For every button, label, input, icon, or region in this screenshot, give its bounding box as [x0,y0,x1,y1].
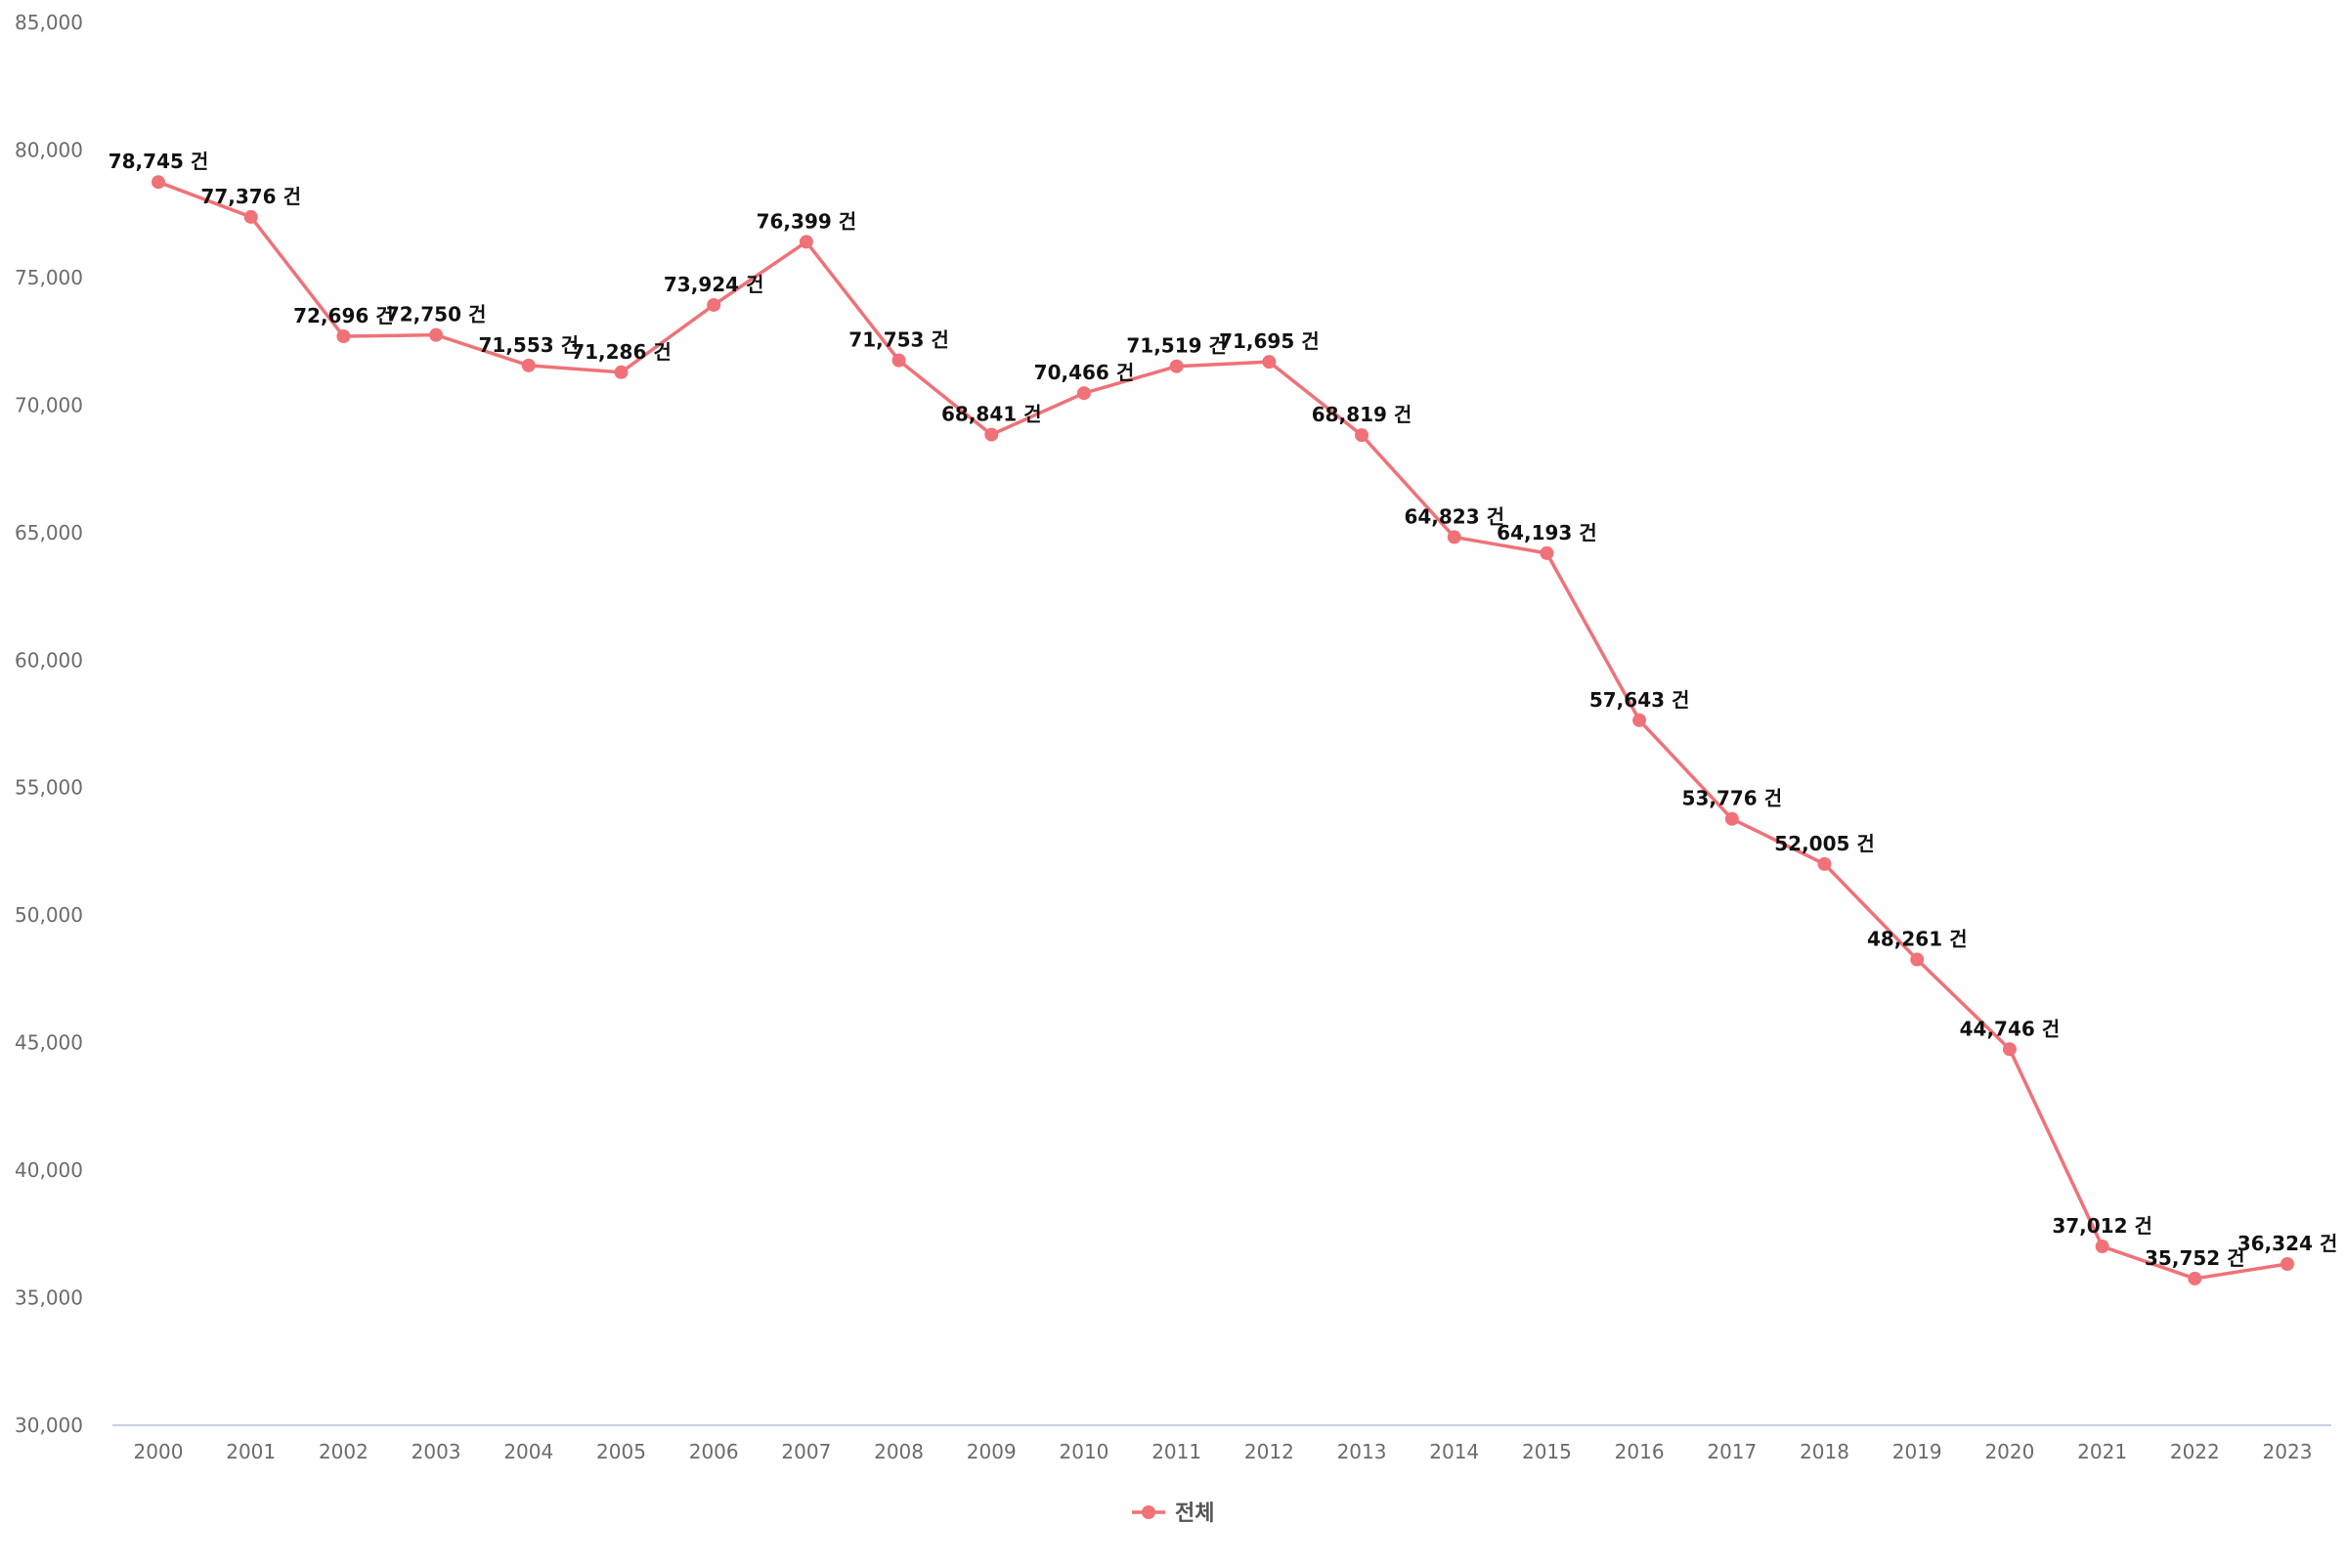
x-tick-label: 2008 [874,1440,924,1463]
data-label: 48,261 건 [1867,928,1968,951]
data-label: 77,376 건 [200,185,301,208]
x-tick-label: 2013 [1337,1440,1387,1463]
x-tick-label: 2001 [226,1440,276,1463]
data-point[interactable] [243,209,258,224]
data-label: 71,519 건 [1126,334,1227,358]
x-tick-label: 2012 [1244,1440,1294,1463]
data-point[interactable] [2002,1042,2017,1057]
data-label: 64,823 건 [1404,504,1504,528]
y-tick-label: 50,000 [15,903,83,927]
data-labels: 78,745 건 77,376 건 72,696 건72,750 건 71,553 건… [109,150,2338,1270]
x-tick-label: 2017 [1707,1440,1757,1463]
data-point[interactable] [429,327,444,342]
x-axis: 2000 2001 2002 2003 2004 2005 2006 2007 2008 2009… [112,1424,2331,1463]
data-point[interactable] [891,353,906,368]
data-label: 71,753 건 [848,328,949,352]
x-tick-label: 2019 [1892,1440,1942,1463]
data-label: 72,696 건 [293,304,394,327]
x-tick-label: 2000 [134,1440,184,1463]
x-tick-label: 2016 [1615,1440,1665,1463]
data-point[interactable] [1262,355,1277,370]
data-label: 52,005 건 [1774,832,1875,855]
data-point[interactable] [1632,713,1647,727]
legend-label: 전체 [1175,1502,1214,1526]
legend-marker-icon [1142,1505,1155,1519]
data-label: 78,745 건 [109,150,209,173]
data-label: 53,776 건 [1682,787,1783,810]
y-tick-label: 60,000 [15,648,83,672]
x-tick-label: 2020 [1984,1440,2034,1463]
x-tick-label: 2003 [412,1440,461,1463]
data-point[interactable] [1355,428,1369,443]
data-label: 73,924 건 [664,273,764,296]
x-tick-label: 2004 [503,1440,553,1463]
data-label: 68,819 건 [1312,403,1412,426]
data-label: 35,752 건 [2145,1246,2245,1270]
data-label: 72,750 건 [386,303,487,327]
data-point[interactable] [1447,530,1461,544]
series-line [156,180,2289,1281]
data-label: 36,324 건 [2237,1232,2338,1255]
data-point[interactable] [1724,811,1739,826]
x-tick-label: 2015 [1522,1440,1572,1463]
y-tick-label: 45,000 [15,1031,83,1055]
data-point[interactable] [2095,1240,2109,1254]
x-tick-label: 2009 [967,1440,1017,1463]
data-label: 44,746 건 [1960,1017,2061,1040]
x-tick-label: 2002 [319,1440,369,1463]
data-point[interactable] [1910,952,1925,967]
data-point[interactable] [336,329,351,344]
y-tick-label: 80,000 [15,138,83,161]
y-tick-label: 55,000 [15,776,83,800]
data-point[interactable] [614,365,629,379]
data-point[interactable] [2281,1257,2294,1272]
x-tick-label: 2010 [1060,1440,1109,1463]
data-label: 71,286 건 [571,340,672,364]
data-label: 57,643 건 [1589,688,1690,712]
data-label: 71,553 건 [479,333,580,357]
data-label: 64,193 건 [1497,521,1597,544]
data-label: 68,841 건 [941,403,1042,426]
data-point[interactable] [1817,856,1832,871]
y-tick-label: 35,000 [15,1286,83,1310]
data-point[interactable] [984,427,999,442]
y-tick-label: 40,000 [15,1158,83,1182]
data-point[interactable] [521,358,536,372]
data-label: 70,466 건 [1034,361,1135,384]
series-layer [152,175,2294,1285]
y-tick-label: 75,000 [15,266,83,289]
data-point[interactable] [2188,1271,2202,1285]
data-point[interactable] [799,235,813,249]
legend[interactable]: 전체 [1132,1502,1214,1526]
x-tick-label: 2005 [596,1440,646,1463]
y-tick-label: 65,000 [15,521,83,544]
x-tick-label: 2023 [2263,1440,2313,1463]
data-point[interactable] [152,175,165,190]
data-label: 76,399 건 [757,209,857,233]
data-label: 71,695 건 [1219,329,1320,353]
x-tick-label: 2007 [781,1440,831,1463]
data-label: 37,012 건 [2052,1214,2152,1238]
y-tick-label: 85,000 [15,11,83,34]
data-point[interactable] [1540,545,1554,560]
data-point[interactable] [707,297,721,312]
y-tick-label: 70,000 [15,393,83,416]
x-tick-label: 2006 [689,1440,739,1463]
x-tick-label: 2011 [1151,1440,1201,1463]
data-point[interactable] [1076,386,1091,401]
x-tick-label: 2021 [2077,1440,2127,1463]
y-axis: 30,000 35,000 40,000 45,000 50,000 55,000 60,0… [15,11,83,1437]
x-tick-label: 2014 [1429,1440,1479,1463]
y-tick-label: 30,000 [15,1414,83,1437]
x-tick-label: 2018 [1800,1440,1849,1463]
x-tick-label: 2022 [2170,1440,2220,1463]
data-point[interactable] [1169,359,1184,373]
